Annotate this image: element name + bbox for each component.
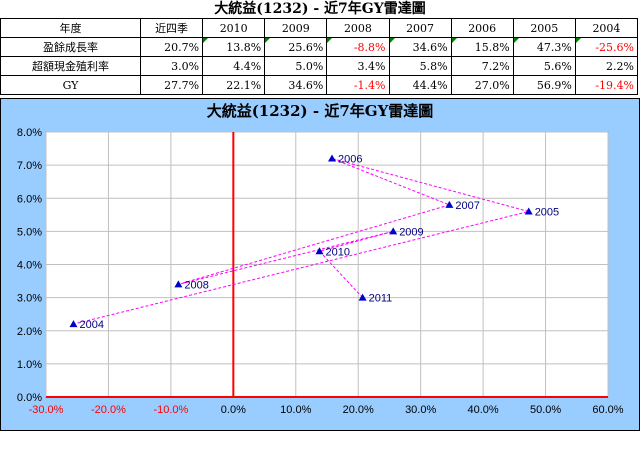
table-cell: 22.1% <box>202 75 266 95</box>
table-cell: 27.7% <box>139 75 204 95</box>
data-point-label: 2008 <box>184 279 208 291</box>
x-tick-label: 60.0% <box>592 404 623 416</box>
x-tick-label: 20.0% <box>343 404 374 416</box>
table-cell: 20.7% <box>139 37 204 57</box>
data-point-marker <box>358 293 367 301</box>
table-cell: 5.8% <box>388 56 452 76</box>
table-column-header: 2006 <box>450 18 514 38</box>
data-point-label: 2006 <box>338 154 362 166</box>
table-cell: -8.8% <box>326 37 390 57</box>
table-column-header: 2004 <box>574 18 639 38</box>
table-cell: 3.4% <box>326 56 390 76</box>
table-row-label: 超額現金殖利率 <box>0 56 141 76</box>
x-tick-label: -30.0% <box>29 404 64 416</box>
table-cell: 13.8% <box>202 37 266 57</box>
data-point-label: 2010 <box>326 246 350 258</box>
y-tick-label: 1.0% <box>17 359 42 371</box>
table-cell: 34.6% <box>388 37 452 57</box>
y-tick-label: 4.0% <box>17 260 42 272</box>
x-tick-label: 40.0% <box>468 404 499 416</box>
table-cell: 56.9% <box>512 75 576 95</box>
table-cell: 15.8% <box>450 37 514 57</box>
series-line <box>73 158 531 325</box>
y-tick-label: 6.0% <box>17 193 42 205</box>
table-cell: -1.4% <box>326 75 390 95</box>
table-cell: 47.3% <box>512 37 576 57</box>
y-tick-label: 0.0% <box>17 392 42 404</box>
page-title: 大統益(1232) - 近7年GY雷達圖 <box>214 1 426 17</box>
table-cell: -19.4% <box>574 75 639 95</box>
chart-area: 0.0% 1.0% 2.0% 3.0% 4.0% 5.0% 6.0% 7.0% 8.0% -30.… <box>0 98 640 431</box>
table-row: 盈餘成長率 20.7% 13.8% 25.6% -8.8% 34.6% 15.8% 47.3%… <box>0 37 639 57</box>
data-point-label: 2007 <box>455 200 479 212</box>
y-tick-label: 7.0% <box>17 160 42 172</box>
y-tick-label: 8.0% <box>17 127 42 139</box>
data-point-marker <box>174 280 183 288</box>
table-corner-header: 年度 <box>0 18 141 38</box>
data-point-label: 2009 <box>399 226 423 238</box>
data-point-marker <box>389 227 398 235</box>
x-tick-label: -10.0% <box>153 404 188 416</box>
table-column-header: 2009 <box>264 18 328 38</box>
data-point-label: 2005 <box>535 207 559 219</box>
chart-title: 大統益(1232) - 近7年GY雷達圖 <box>206 102 434 120</box>
data-point-marker <box>315 247 324 255</box>
y-tick-label: 2.0% <box>17 326 42 338</box>
x-tick-label: 30.0% <box>405 404 436 416</box>
data-point-label: 2004 <box>79 319 103 331</box>
table-column-header: 2005 <box>512 18 576 38</box>
table-cell: 3.0% <box>139 56 204 76</box>
table-row-label: 盈餘成長率 <box>0 37 141 57</box>
table-cell: 4.4% <box>202 56 266 76</box>
data-point-label: 2011 <box>369 293 393 305</box>
data-point-marker <box>524 207 533 215</box>
chart-svg: 0.0% 1.0% 2.0% 3.0% 4.0% 5.0% 6.0% 7.0% 8.0% -30.… <box>17 127 624 416</box>
data-point-marker <box>69 320 78 328</box>
data-point-marker <box>445 200 454 208</box>
table-cell: 5.6% <box>512 56 576 76</box>
table-cell: 44.4% <box>388 75 452 95</box>
x-tick-label: -20.0% <box>91 404 126 416</box>
table-cell: 5.0% <box>264 56 328 76</box>
table-cell: 27.0% <box>450 75 514 95</box>
table-row-label: GY <box>0 75 141 95</box>
y-tick-label: 5.0% <box>17 226 42 238</box>
table-column-header: 2010 <box>202 18 266 38</box>
data-table: 年度 近四季 2010 2009 2008 2007 2006 2005 2004 盈餘成長率 20… <box>0 18 639 95</box>
y-tick-label: 3.0% <box>17 293 42 305</box>
table-row: GY 27.7% 22.1% 34.6% -1.4% 44.4% 27.0% 56.9% -19… <box>0 75 639 95</box>
table-cell: -25.6% <box>574 37 639 57</box>
table-column-header: 2007 <box>388 18 452 38</box>
table-header-row: 年度 近四季 2010 2009 2008 2007 2006 2005 2004 <box>0 18 639 38</box>
table-cell: 2.2% <box>574 56 639 76</box>
table-row: 超額現金殖利率 3.0% 4.4% 5.0% 3.4% 5.8% 7.2% 5.6% 2.2% <box>0 56 639 76</box>
table-cell: 7.2% <box>450 56 514 76</box>
table-cell: 34.6% <box>264 75 328 95</box>
table-column-header: 2008 <box>326 18 390 38</box>
x-tick-label: 0.0% <box>221 404 246 416</box>
x-tick-label: 50.0% <box>530 404 561 416</box>
data-point-marker <box>327 154 336 162</box>
x-tick-label: 10.0% <box>280 404 311 416</box>
table-column-header: 近四季 <box>139 18 204 38</box>
table-cell: 25.6% <box>264 37 328 57</box>
